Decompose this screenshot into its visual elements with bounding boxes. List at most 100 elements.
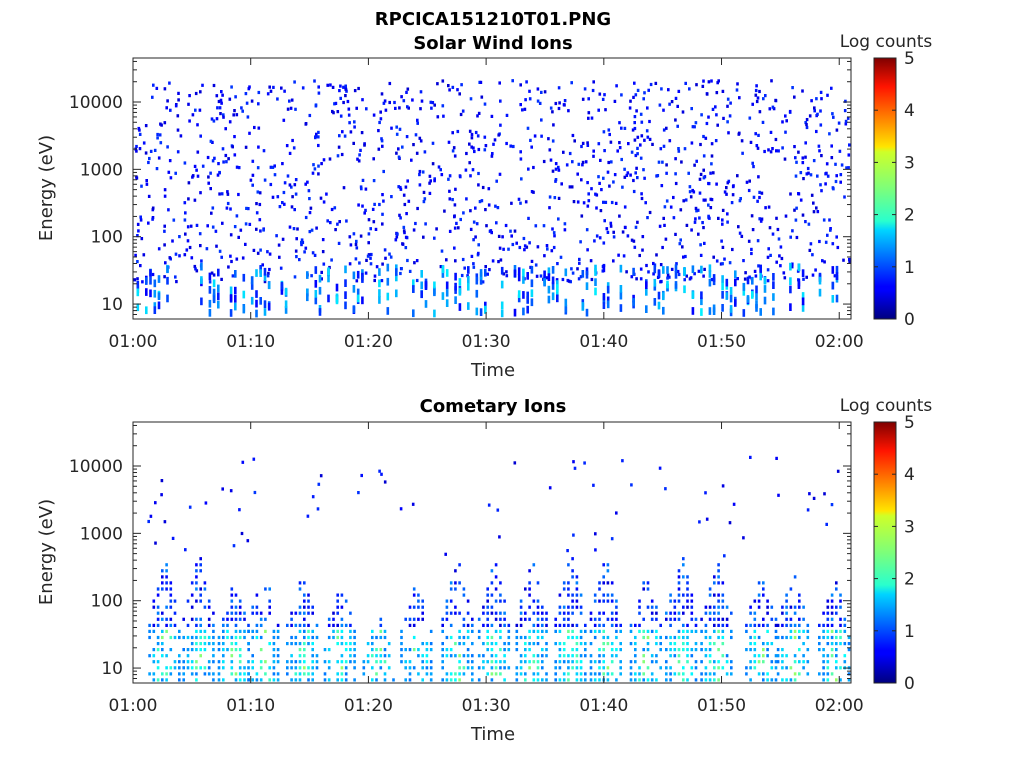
heatmap-cell bbox=[373, 202, 376, 206]
heatmap-cell bbox=[754, 93, 758, 97]
heatmap-cell bbox=[517, 197, 521, 201]
heatmap-cell bbox=[199, 599, 202, 603]
heatmap-cell bbox=[398, 106, 401, 110]
heatmap-cell bbox=[199, 635, 202, 640]
heatmap-cell bbox=[523, 244, 527, 248]
heatmap-cell bbox=[418, 173, 421, 177]
heatmap-cell bbox=[545, 611, 548, 615]
heatmap-cell bbox=[300, 238, 304, 242]
heatmap-cell bbox=[526, 305, 529, 314]
heatmap-cell bbox=[750, 251, 753, 256]
heatmap-cell bbox=[798, 635, 801, 640]
heatmap-cell bbox=[674, 96, 678, 100]
heatmap-cell bbox=[490, 593, 494, 597]
heatmap-cell bbox=[182, 672, 185, 676]
heatmap-cell bbox=[294, 635, 298, 640]
heatmap-cell bbox=[497, 260, 500, 264]
heatmap-cell bbox=[144, 124, 148, 128]
heatmap-cell bbox=[481, 185, 485, 190]
heatmap-cell bbox=[320, 162, 323, 166]
heatmap-cell bbox=[749, 611, 752, 615]
heatmap-cell bbox=[482, 642, 485, 646]
heatmap-cell bbox=[217, 162, 220, 166]
heatmap-cell bbox=[259, 623, 263, 627]
heatmap-cell bbox=[386, 263, 390, 272]
heatmap-cell bbox=[794, 218, 798, 222]
heatmap-cell bbox=[490, 114, 494, 118]
heatmap-cell bbox=[597, 175, 600, 179]
heatmap-cell bbox=[778, 254, 781, 258]
heatmap-cell bbox=[382, 101, 386, 105]
heatmap-cell bbox=[831, 112, 834, 116]
heatmap-cell bbox=[326, 83, 329, 87]
heatmap-cell bbox=[832, 187, 835, 191]
heatmap-cell bbox=[499, 258, 503, 262]
heatmap-cell bbox=[441, 629, 444, 633]
heatmap-cell bbox=[629, 678, 633, 682]
heatmap-cell bbox=[785, 119, 788, 123]
heatmap-cell bbox=[326, 219, 329, 223]
heatmap-cell bbox=[789, 666, 793, 670]
colorbar-tick-label: 4 bbox=[904, 465, 915, 485]
heatmap-cell bbox=[700, 672, 703, 676]
heatmap-cell bbox=[303, 611, 306, 615]
heatmap-cell bbox=[290, 635, 293, 640]
heatmap-cell bbox=[407, 106, 410, 110]
heatmap-cell bbox=[404, 660, 407, 664]
heatmap-cell bbox=[471, 672, 474, 676]
heatmap-cell bbox=[589, 629, 593, 633]
heatmap-cell bbox=[730, 672, 733, 676]
heatmap-cell bbox=[157, 301, 161, 310]
heatmap-cell bbox=[255, 672, 259, 676]
heatmap-cell bbox=[395, 151, 398, 155]
heatmap-cell bbox=[519, 635, 523, 640]
heatmap-cell bbox=[315, 654, 319, 658]
heatmap-cell bbox=[360, 187, 363, 191]
heatmap-cell bbox=[795, 160, 798, 164]
heatmap-cell bbox=[541, 660, 544, 664]
heatmap-cell bbox=[695, 209, 698, 213]
heatmap-cell bbox=[805, 122, 808, 127]
heatmap-cell bbox=[676, 269, 680, 274]
heatmap-cell bbox=[606, 285, 610, 294]
heatmap-cell bbox=[690, 605, 694, 609]
heatmap-cell bbox=[818, 239, 821, 244]
heatmap-cell bbox=[161, 635, 164, 640]
heatmap-cell bbox=[785, 593, 788, 597]
heatmap-cell bbox=[238, 654, 242, 658]
heatmap-cell bbox=[448, 88, 451, 92]
heatmap-cell bbox=[405, 212, 408, 216]
heatmap-cell bbox=[533, 134, 537, 138]
heatmap-cell bbox=[646, 135, 650, 139]
heatmap-cell bbox=[176, 128, 180, 132]
heatmap-cell bbox=[716, 81, 719, 85]
heatmap-cell bbox=[630, 238, 634, 242]
heatmap-cell bbox=[161, 642, 164, 646]
heatmap-cell bbox=[602, 654, 605, 658]
heatmap-cell bbox=[835, 629, 838, 633]
heatmap-cell bbox=[691, 188, 694, 193]
heatmap-cell bbox=[810, 193, 814, 197]
heatmap-cell bbox=[503, 666, 506, 670]
heatmap-cell bbox=[581, 270, 585, 278]
heatmap-cell bbox=[195, 269, 199, 273]
heatmap-cell bbox=[448, 229, 452, 233]
heatmap-cell bbox=[226, 611, 229, 615]
heatmap-cell bbox=[209, 171, 212, 175]
heatmap-cell bbox=[280, 86, 283, 90]
heatmap-cell bbox=[515, 642, 519, 646]
heatmap-cell bbox=[795, 235, 799, 240]
heatmap-cell bbox=[646, 648, 650, 652]
heatmap-cell bbox=[799, 198, 803, 202]
heatmap-cell bbox=[602, 301, 606, 309]
heatmap-cell bbox=[210, 117, 214, 121]
heatmap-cell bbox=[161, 648, 164, 652]
heatmap-cell bbox=[528, 581, 531, 585]
heatmap-cell bbox=[178, 678, 181, 682]
heatmap-cell bbox=[174, 252, 178, 256]
heatmap-cell bbox=[230, 648, 234, 652]
heatmap-cell bbox=[282, 118, 286, 122]
heatmap-cell bbox=[819, 109, 822, 113]
heatmap-cell bbox=[145, 306, 148, 315]
heatmap-cell bbox=[250, 276, 254, 284]
